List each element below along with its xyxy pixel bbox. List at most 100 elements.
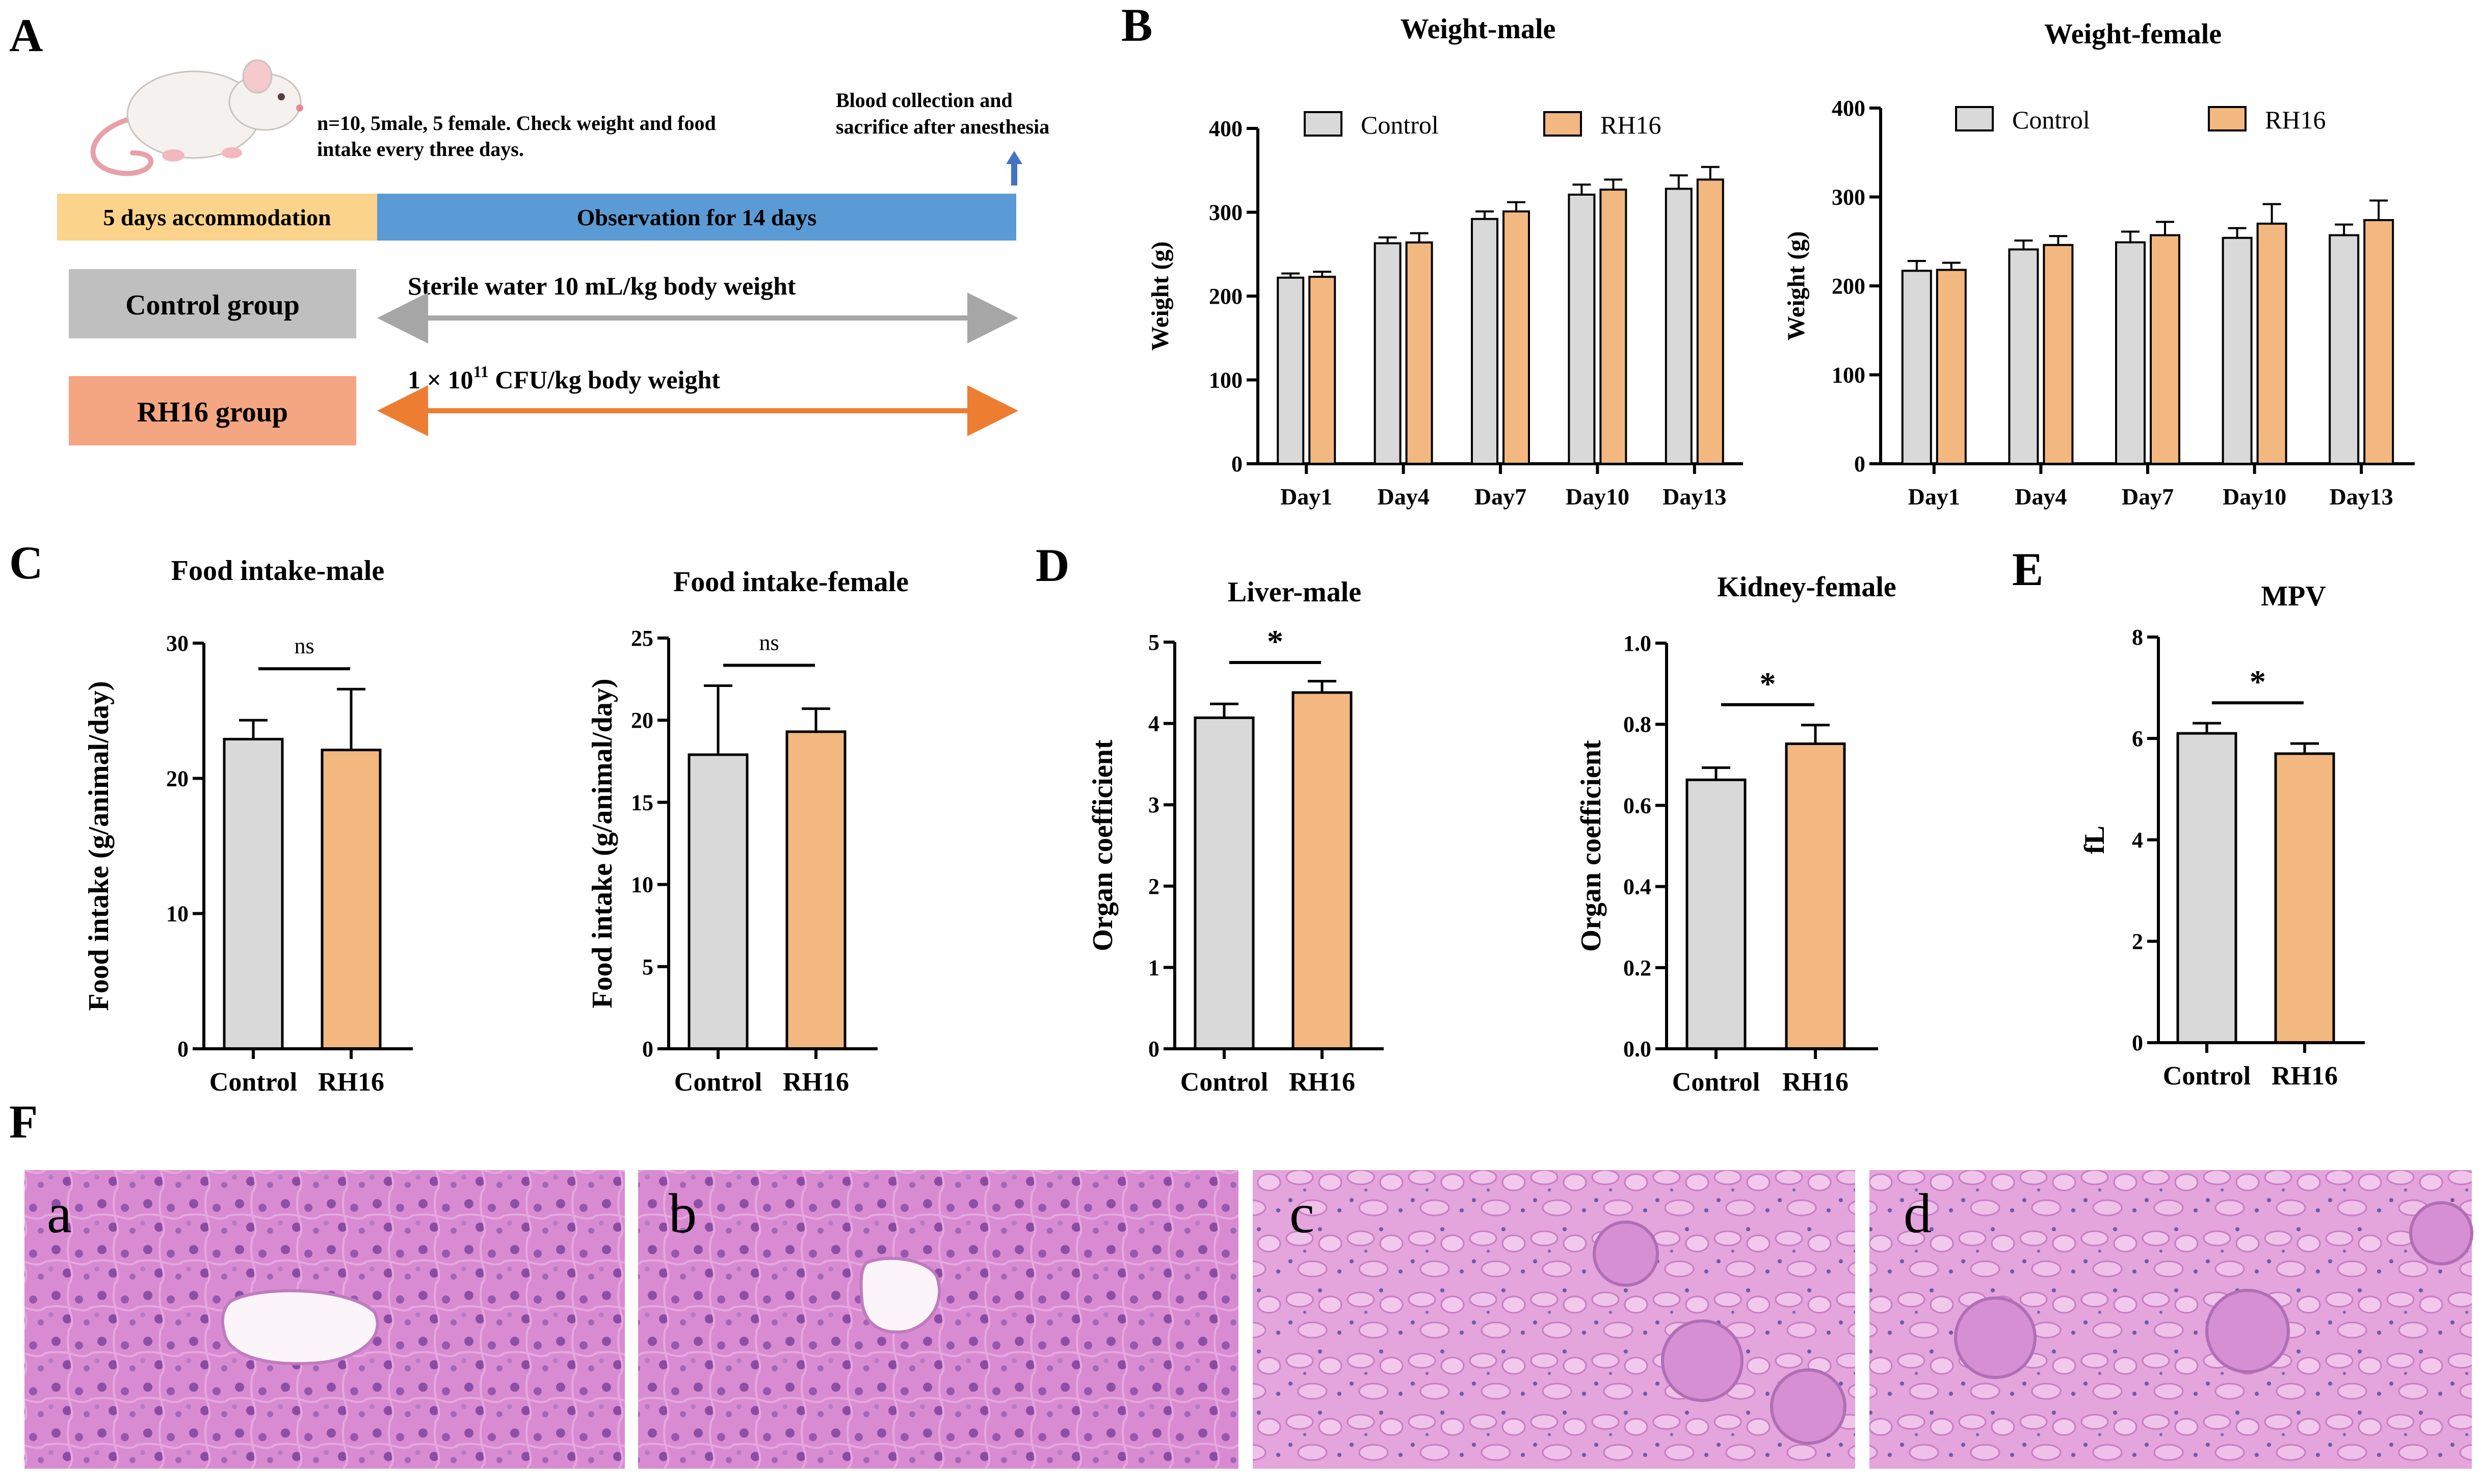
control-group-label: Control group bbox=[125, 289, 300, 321]
glomerulus bbox=[1661, 1319, 1744, 1402]
accommodation-label: 5 days accommodation bbox=[103, 204, 331, 230]
glomerulus bbox=[1770, 1368, 1846, 1445]
y-tick-label: 30 bbox=[166, 631, 189, 656]
bar-rh16 bbox=[1291, 691, 1353, 1050]
central-vein bbox=[221, 1289, 379, 1365]
y-tick-label: 200 bbox=[1209, 284, 1243, 309]
rh16-dose-prefix: 1 × 10 bbox=[408, 365, 473, 394]
histology-image-b: b bbox=[638, 1170, 1238, 1469]
sacrifice-up-arrow bbox=[1006, 151, 1022, 186]
legend-swatch-control bbox=[1955, 106, 1994, 131]
legend-swatch-control bbox=[1304, 111, 1342, 137]
panel-a: A n=10, 5male, 5 female. Check weight an… bbox=[9, 9, 1049, 445]
y-tick-label: 0 bbox=[177, 1037, 189, 1062]
glomerulus bbox=[1954, 1296, 2037, 1379]
x-tick-label: Day1 bbox=[1908, 484, 1960, 510]
bar-rh16 bbox=[2150, 234, 2180, 465]
legend-label-control: Control bbox=[2012, 105, 2090, 134]
bar-rh16 bbox=[1696, 178, 1724, 465]
bar-rh16 bbox=[2363, 219, 2394, 465]
y-axis-label: Food intake (g/animal/day) bbox=[587, 678, 618, 1008]
y-tick-label: 200 bbox=[1832, 274, 1865, 299]
rh16-dose-label: 1 × 1011 CFU/kg body weight bbox=[408, 362, 720, 394]
blood-collection-line-1: Blood collection and bbox=[836, 89, 1013, 112]
histology-image-a: a bbox=[24, 1170, 625, 1469]
bar-control bbox=[2222, 236, 2253, 465]
significance-marker: * bbox=[1760, 666, 1776, 702]
panel-letter-c: C bbox=[9, 537, 43, 589]
bar-control bbox=[1277, 276, 1305, 465]
bar-rh16 bbox=[1405, 241, 1433, 465]
bar-control bbox=[2008, 248, 2039, 465]
rh16-dose-suffix: CFU/kg body weight bbox=[489, 365, 721, 394]
y-tick-label: 0 bbox=[1231, 452, 1243, 476]
histology-label-d: d bbox=[1904, 1182, 1932, 1244]
bar-rh16 bbox=[785, 730, 847, 1050]
panel-f-histology: a b c d bbox=[24, 1170, 2473, 1469]
chart-weight-female: 0 100 200 300 400 Weight-female Weight (g) Cont… bbox=[1783, 18, 2415, 510]
rh16-group-label: RH16 group bbox=[137, 396, 288, 428]
bar-rh16 bbox=[1502, 210, 1530, 465]
y-tick-label: 8 bbox=[2132, 625, 2143, 650]
y-tick-label: 3 bbox=[1148, 792, 1159, 817]
bar-control bbox=[1194, 716, 1255, 1050]
y-tick-label: 0 bbox=[1148, 1037, 1159, 1062]
bar-rh16 bbox=[321, 749, 382, 1050]
legend-swatch-rh16 bbox=[1543, 111, 1582, 137]
histology-label-a: a bbox=[47, 1182, 72, 1244]
significance-marker: * bbox=[2250, 664, 2266, 700]
observation-label: Observation for 14 days bbox=[577, 204, 817, 230]
x-tick-label: RH16 bbox=[1782, 1068, 1849, 1097]
panel-letter-a: A bbox=[9, 9, 43, 61]
bar-control bbox=[1374, 242, 1402, 465]
y-axis-label: Organ coefficient bbox=[1575, 740, 1607, 952]
x-tick-label: Day10 bbox=[2223, 484, 2286, 510]
x-tick-label: Day7 bbox=[1474, 484, 1526, 510]
significance-marker: ns bbox=[759, 630, 779, 655]
chart-title: MPV bbox=[2261, 580, 2326, 612]
x-tick-label: RH16 bbox=[1289, 1068, 1355, 1097]
y-axis-label: Weight (g) bbox=[1783, 231, 1810, 341]
significance-marker: * bbox=[1267, 623, 1283, 659]
control-group-box bbox=[69, 269, 356, 338]
chart-food-intake-male: 0 10 20 30 Food intake-male Food intake (g/an… bbox=[83, 555, 413, 1097]
bar-control bbox=[1471, 218, 1498, 465]
y-tick-label: 5 bbox=[642, 955, 653, 979]
panel-letter-e: E bbox=[2012, 543, 2043, 595]
x-tick-label: Day13 bbox=[2330, 484, 2393, 510]
y-tick-label: 0.0 bbox=[1623, 1037, 1651, 1062]
y-tick-label: 400 bbox=[1209, 116, 1243, 141]
x-tick-label: Control bbox=[209, 1068, 297, 1097]
y-tick-label: 100 bbox=[1209, 368, 1243, 393]
y-axis-label: Organ coefficient bbox=[1087, 739, 1119, 951]
bar-rh16 bbox=[1785, 742, 1846, 1050]
histology-label-b: b bbox=[669, 1182, 697, 1244]
x-tick-label: Day10 bbox=[1566, 484, 1629, 510]
rat-illustration bbox=[90, 59, 303, 176]
y-tick-label: 0.2 bbox=[1623, 956, 1651, 980]
control-treatment-label: Sterile water 10 mL/kg body weight bbox=[408, 272, 796, 300]
bar-rh16 bbox=[2256, 222, 2287, 465]
chart-weight-male: 0 100 200 300 400 Weight-male Weight (g) Contro… bbox=[1147, 13, 1743, 510]
chart-title: Liver-male bbox=[1228, 576, 1361, 608]
y-tick-label: 300 bbox=[1209, 200, 1243, 225]
y-tick-label: 0 bbox=[1854, 452, 1865, 476]
chart-kidney-female: 0.0 0.2 0.4 0.6 0.8 1.0 Kidney-female Organ coe… bbox=[1575, 571, 1896, 1097]
y-tick-label: 400 bbox=[1832, 96, 1865, 121]
x-tick-label: Day7 bbox=[2122, 484, 2174, 510]
y-tick-label: 0 bbox=[2132, 1030, 2143, 1055]
y-tick-label: 4 bbox=[1148, 711, 1159, 736]
bar-rh16 bbox=[2043, 244, 2074, 465]
chart-title: Food intake-female bbox=[673, 566, 909, 598]
y-tick-label: 5 bbox=[1148, 630, 1159, 655]
glomerulus bbox=[1593, 1221, 1659, 1287]
x-tick-label: Day4 bbox=[1377, 484, 1429, 510]
x-tick-label: RH16 bbox=[318, 1068, 384, 1097]
panel-letter-d: D bbox=[1036, 539, 1069, 591]
bar-control bbox=[2329, 234, 2360, 465]
histology-image-c: c bbox=[1253, 1170, 1855, 1469]
observation-bar bbox=[377, 194, 1016, 241]
design-note-line-2: intake every three days. bbox=[317, 138, 524, 161]
bar-rh16 bbox=[1599, 189, 1627, 465]
